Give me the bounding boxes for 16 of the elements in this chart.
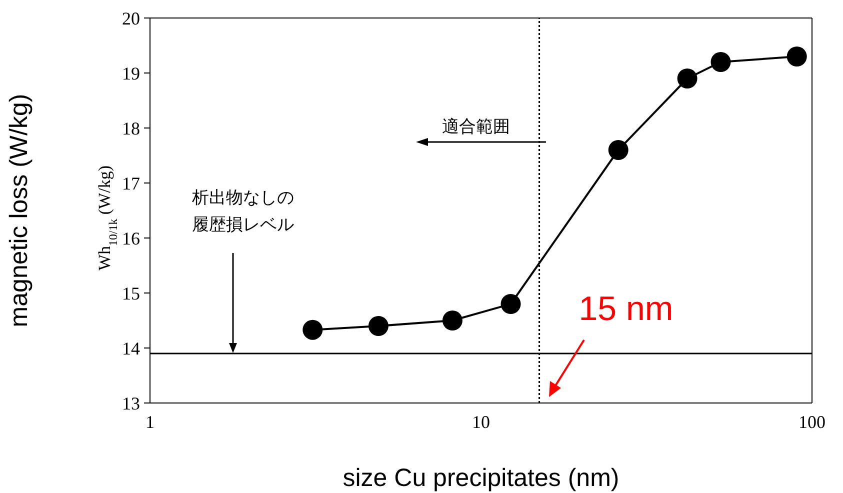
y-tick-label: 13 [122,393,140,414]
y-tick-label: 15 [122,283,140,304]
x-tick-label: 100 [798,412,826,432]
x-axis-title: size Cu precipitates (nm) [342,464,620,492]
y-tick-label: 18 [122,118,140,138]
x-tick-label: 10 [472,412,490,432]
y-tick-label: 16 [122,228,140,248]
y-axis-title: magnetic loss (W/kg) [4,94,33,328]
x-tick-label: 1 [146,412,154,432]
annotation: 15 nm [578,290,674,328]
y-tick-label: 19 [122,63,140,84]
y-tick-label: 14 [122,338,140,358]
annotation: 析出物なしの履歴損レベル [191,188,294,234]
y-tick-label: 20 [122,8,140,28]
annotation: 適合範囲 [442,117,510,136]
y-tick-label: 17 [122,173,140,194]
